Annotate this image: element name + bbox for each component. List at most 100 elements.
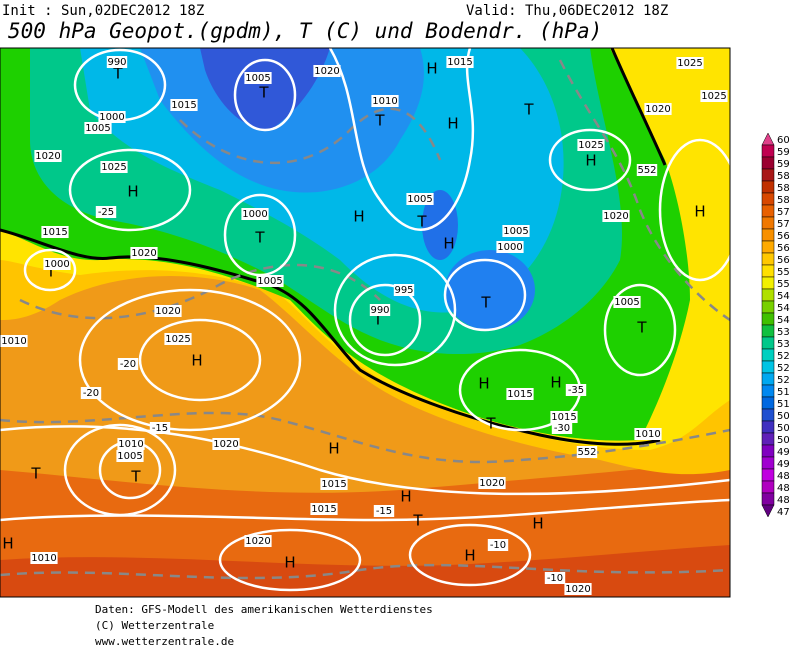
map-frame [0, 47, 731, 598]
colorbar-label: 520 [777, 375, 790, 386]
label-box [602, 210, 630, 222]
map [0, 48, 730, 597]
colorbar-cell [761, 336, 775, 350]
pressure-center: T [372, 311, 383, 329]
contour-label: 1005 [117, 451, 142, 462]
colorbar-label: 572 [777, 219, 790, 230]
colorbar-label: 496 [777, 447, 790, 458]
contour-label: 1005 [257, 276, 282, 287]
colorbar-label: 568 [777, 231, 790, 242]
contour-label: 1015 [321, 479, 346, 490]
label-box [478, 477, 506, 489]
isotherms [0, 59, 730, 580]
colorbar-cell [761, 432, 775, 446]
contour-label: 1010 [635, 429, 660, 440]
label-box [117, 358, 139, 370]
pressure-center: T [112, 65, 123, 83]
colorbar-label: 544 [777, 303, 790, 314]
contour-label: 1025 [165, 334, 190, 345]
contour-label: -20 [120, 359, 136, 370]
contour-label: 1000 [44, 259, 69, 270]
colorbar-label: 592 [777, 159, 790, 170]
colorbar-label: 536 [777, 327, 790, 338]
contour-label: 1025 [701, 91, 726, 102]
label-box [95, 206, 117, 218]
label-box [371, 95, 399, 107]
colorbar-cell [761, 384, 775, 398]
colorbar-label: 508 [777, 411, 790, 422]
label-box [244, 72, 272, 84]
colorbar-cell [761, 312, 775, 326]
contour-label: 995 [394, 285, 413, 296]
colorbar-label: 548 [777, 291, 790, 302]
colorbar-label: 584 [777, 183, 790, 194]
contour-label: 1020 [645, 104, 670, 115]
label-box [564, 583, 592, 595]
label-box [576, 446, 598, 458]
label-box [369, 304, 391, 316]
pressure-center: T [374, 112, 385, 130]
contour-label: -20 [83, 388, 99, 399]
contour-label: -10 [490, 540, 506, 551]
colorbar-label: 516 [777, 387, 790, 398]
colorbar-label: 552 [777, 279, 790, 290]
colorbar-cell [761, 240, 775, 254]
contour-label: 1020 [131, 248, 156, 259]
colorbar-label: 588 [777, 171, 790, 182]
field [445, 250, 535, 330]
contour-label: 1020 [565, 584, 590, 595]
contour-label: 1025 [101, 162, 126, 173]
label-box [700, 90, 728, 102]
label-box [80, 387, 102, 399]
contour-label: -10 [547, 573, 563, 584]
label-box [373, 505, 395, 517]
pressure-center: T [130, 468, 141, 486]
label-box [613, 296, 641, 308]
colorbar-cell [761, 180, 775, 194]
pressure-center: T [412, 512, 423, 530]
colorbar-label: 524 [777, 363, 790, 374]
colorbar-label: 556 [777, 267, 790, 278]
colorbar-cell [761, 348, 775, 362]
colorbar-label: 540 [777, 315, 790, 326]
pressure-center: H [400, 488, 411, 506]
contour-label: 1020 [213, 439, 238, 450]
contour-label: 1000 [497, 242, 522, 253]
label-box [149, 422, 171, 434]
colorbar-label: 576 [777, 207, 790, 218]
colorbar-label: 580 [777, 195, 790, 206]
contour-label: -35 [568, 385, 584, 396]
footer-line: www.wetterzentrale.de [95, 635, 234, 648]
label-box [212, 438, 240, 450]
pressure-center: H [2, 535, 13, 553]
colorbar-label: 512 [777, 399, 790, 410]
contour-label: 1015 [171, 100, 196, 111]
pressure-center: T [30, 465, 41, 483]
label-box [676, 57, 704, 69]
pressure-center: T [636, 319, 647, 337]
label-box [34, 150, 62, 162]
contour-label: 1010 [118, 439, 143, 450]
label-box [244, 535, 272, 547]
label-box [550, 411, 578, 423]
contour-label: 1020 [603, 211, 628, 222]
colorbar-label: 488 [777, 471, 790, 482]
footer-line: Daten: GFS-Modell des amerikanischen Wet… [95, 603, 433, 616]
contour-label: 1025 [677, 58, 702, 69]
pressure-center: H [585, 152, 596, 170]
colorbar-label: 564 [777, 243, 790, 254]
colorbar-cell [761, 144, 775, 158]
footer-line: (C) Wetterzentrale [95, 619, 214, 632]
colorbar-cell [761, 216, 775, 230]
pressure-center: H [328, 440, 339, 458]
colorbar-cell [761, 492, 775, 506]
pressure-center: T [480, 294, 491, 312]
colorbar-label: 504 [777, 423, 790, 434]
label-box [506, 388, 534, 400]
label-box [565, 384, 587, 396]
pressure-center: T [258, 84, 269, 102]
pressure-center: H [284, 554, 295, 572]
label-box [577, 139, 605, 151]
colorbar-label: 596 [777, 147, 790, 158]
